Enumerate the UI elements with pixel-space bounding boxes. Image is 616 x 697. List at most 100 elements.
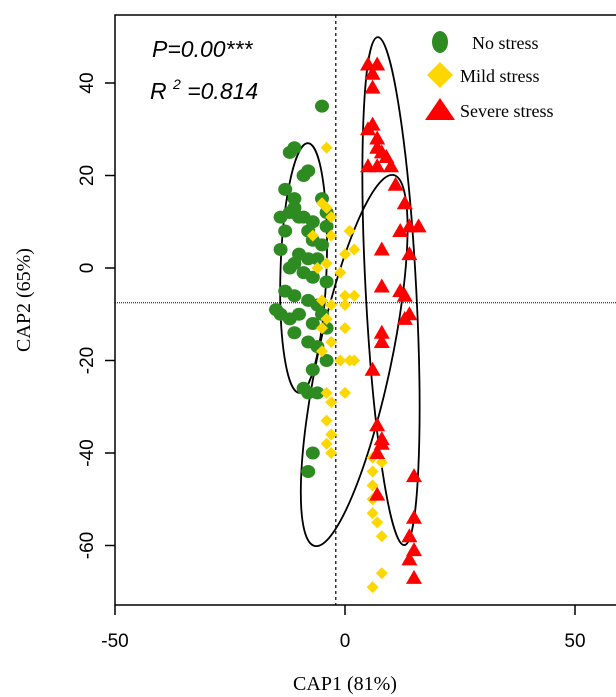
point-no-stress (292, 307, 306, 321)
point-mild-stress (339, 386, 351, 399)
point-severe-stress (364, 79, 381, 94)
point-mild-stress (325, 447, 338, 459)
x-axis-title: CAP1 (81%) (293, 673, 397, 695)
point-mild-stress (339, 322, 351, 335)
point-severe-stress (373, 324, 390, 339)
point-no-stress (305, 270, 320, 284)
point-mild-stress (375, 567, 388, 580)
point-mild-stress (316, 294, 328, 307)
y-tick-label: 40 (77, 72, 98, 93)
point-mild-stress (366, 507, 379, 520)
p-value-label: P=0.00*** (152, 36, 253, 62)
legend-marker-no-stress (432, 31, 448, 53)
point-no-stress (315, 99, 329, 113)
plot-frame (114, 14, 616, 606)
point-no-stress (287, 289, 302, 303)
point-severe-stress (369, 158, 386, 173)
point-mild-stress (375, 530, 388, 543)
point-severe-stress (369, 417, 386, 432)
point-mild-stress (348, 354, 361, 367)
point-severe-stress (369, 130, 386, 145)
point-mild-stress (320, 257, 333, 270)
y-axis-title: CAP2 (65%) (13, 248, 35, 352)
r-squared-label: R 2 =0.814 (150, 68, 258, 104)
point-severe-stress (401, 306, 418, 321)
x-tick-label: 50 (564, 631, 585, 652)
y-tick-label: 20 (77, 165, 98, 186)
point-mild-stress (339, 289, 351, 302)
point-mild-stress (339, 299, 351, 311)
point-no-stress (305, 363, 320, 377)
r-squared-value: =0.814 (187, 78, 258, 104)
y-tick-label: -20 (77, 347, 98, 374)
point-mild-stress (320, 312, 333, 325)
point-severe-stress (364, 65, 381, 80)
x-tick-label: 0 (340, 631, 351, 652)
point-severe-stress (410, 218, 427, 233)
plot-area (115, 15, 616, 605)
point-no-stress (287, 326, 302, 340)
point-severe-stress (364, 361, 381, 376)
point-no-stress (278, 224, 293, 238)
point-mild-stress (343, 225, 356, 237)
point-severe-stress (396, 195, 413, 210)
axes: -50 0 50 -60 -40 -20 0 20 40 (77, 14, 616, 652)
point-mild-stress (339, 248, 351, 261)
point-mild-stress (325, 211, 338, 224)
point-no-stress (301, 465, 316, 478)
point-mild-stress (311, 262, 324, 274)
r-squared-prefix: R (150, 78, 167, 104)
point-no-stress (305, 317, 320, 330)
stats-annotation: P=0.00*** R 2 =0.814 (150, 36, 258, 104)
point-severe-stress (406, 569, 422, 584)
legend-marker-severe-stress (425, 98, 455, 120)
legend-label-mild-stress: Mild stress (460, 66, 540, 86)
point-severe-stress (373, 334, 390, 348)
point-mild-stress (325, 229, 338, 242)
point-severe-stress (369, 486, 386, 501)
point-severe-stress (373, 278, 390, 293)
point-no-stress (319, 354, 334, 367)
point-mild-stress (366, 479, 379, 492)
point-mild-stress (316, 345, 328, 358)
point-no-stress (282, 145, 297, 159)
point-no-stress (310, 252, 325, 266)
point-severe-stress (369, 445, 386, 459)
point-severe-stress (369, 56, 386, 71)
point-mild-stress (320, 386, 333, 399)
point-no-stress (296, 169, 311, 182)
r-squared-superscript: 2 (172, 76, 181, 92)
x-tick-label: -50 (101, 631, 128, 652)
point-severe-stress (401, 528, 418, 543)
point-mild-stress (334, 266, 347, 279)
point-mild-stress (366, 581, 379, 594)
point-no-stress (273, 210, 288, 224)
y-tick-label: 0 (77, 263, 98, 274)
point-no-stress (305, 446, 320, 460)
point-mild-stress (348, 243, 361, 256)
point-mild-stress (325, 428, 338, 441)
point-no-stress (310, 386, 325, 400)
point-mild-stress (375, 456, 388, 469)
y-tick-label: -40 (77, 439, 98, 466)
point-severe-stress (387, 176, 404, 191)
point-mild-stress (320, 201, 333, 214)
y-tick-label: -60 (77, 532, 98, 559)
point-severe-stress (406, 468, 422, 483)
point-no-stress (273, 243, 288, 256)
point-mild-stress (306, 229, 319, 242)
point-no-stress (278, 182, 293, 196)
point-severe-stress (373, 241, 390, 256)
point-severe-stress (383, 158, 399, 173)
point-mild-stress (348, 289, 361, 302)
point-severe-stress (392, 223, 409, 237)
point-no-stress (282, 261, 297, 275)
point-severe-stress (401, 551, 418, 566)
point-mild-stress (325, 299, 338, 311)
point-severe-stress (406, 509, 422, 524)
point-severe-stress (401, 246, 418, 261)
point-severe-stress (360, 121, 376, 136)
point-no-stress (287, 192, 302, 206)
point-mild-stress (334, 354, 347, 367)
